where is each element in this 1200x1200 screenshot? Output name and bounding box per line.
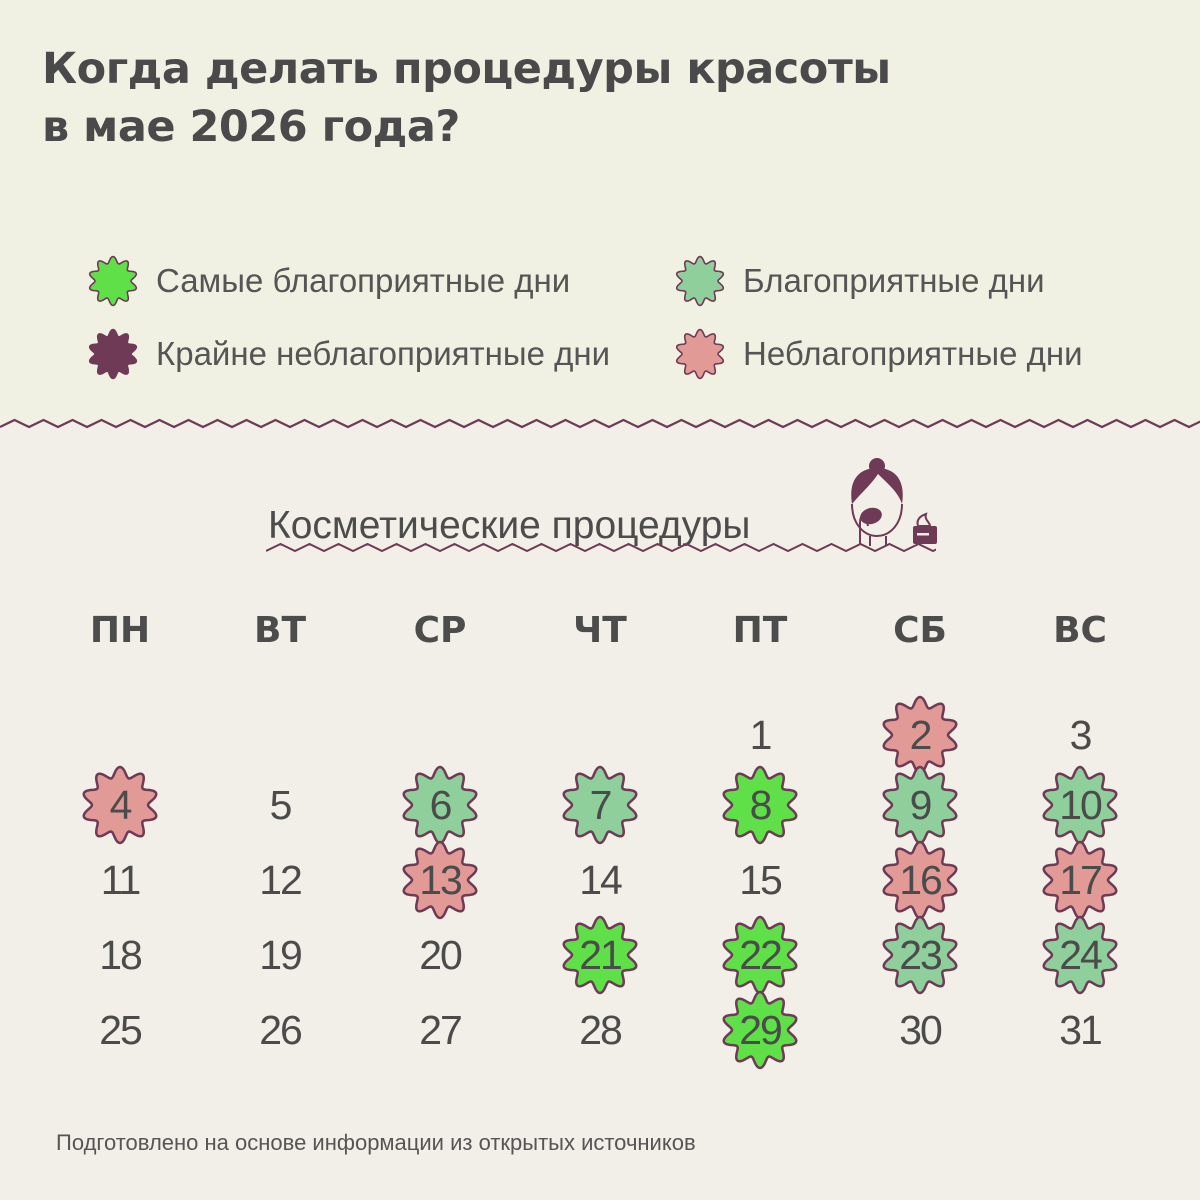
legend-item-favorable: Благоприятные дни [673,254,1045,308]
weekday-fri: ПТ [732,610,788,651]
day-number: 22 [739,931,783,978]
flower-badge-icon [675,255,725,307]
calendar-day-10: 10 [1038,763,1122,847]
legend-label: Самые благоприятные дни [156,262,571,299]
header-panel [0,0,1200,424]
flower-badge-icon [88,328,138,380]
zigzag-divider [0,418,1200,429]
day-number: 16 [899,856,943,903]
calendar-day-26: 26 [238,988,322,1072]
legend-label: Крайне неблагоприятные дни [156,335,611,372]
calendar-day-8: 8 [718,763,802,847]
calendar-day-3: 3 [1038,693,1122,777]
legend-item-unfavorable: Неблагоприятные дни [673,327,1083,381]
day-number: 24 [1059,931,1103,978]
calendar-day-27: 27 [398,988,482,1072]
calendar-day-15: 15 [718,838,802,922]
day-number: 26 [259,1006,303,1053]
calendar-day-23: 23 [878,913,962,997]
flower-badge-icon [722,990,798,1070]
day-number: 27 [419,1006,463,1053]
day-number: 9 [909,781,933,828]
day-number: 11 [100,856,142,903]
calendar-day-4: 4 [78,763,162,847]
title-line-2: в мае 2026 года? [42,102,460,152]
day-number: 1 [749,711,773,758]
woman-skincare-icon [851,458,937,546]
day-number: 28 [579,1006,623,1053]
calendar-day-6: 6 [398,763,482,847]
calendar-day-18: 18 [78,913,162,997]
day-number: 23 [899,931,943,978]
calendar-day-1: 1 [718,693,802,777]
source-note: Подготовлено на основе информации из отк… [56,1130,696,1155]
legend-label: Неблагоприятные дни [743,335,1083,372]
page-title: Когда делать процедуры красоты в мае 202… [42,40,891,156]
weekday-thu: ЧТ [573,610,627,651]
section-title: Косметические процедуры [268,504,751,547]
calendar-day-31: 31 [1038,988,1122,1072]
weekday-wed: СР [413,610,467,651]
day-number: 17 [1059,856,1103,903]
legend-label: Благоприятные дни [743,262,1045,299]
day-number: 15 [739,856,783,903]
section-underline-zigzag [266,542,936,553]
day-number: 21 [579,931,623,978]
day-number: 6 [429,781,453,828]
flower-badge-icon [402,840,478,920]
day-number: 2 [909,711,933,758]
calendar-day-25: 25 [78,988,162,1072]
calendar-day-24: 24 [1038,913,1122,997]
weekday-tue: ВТ [254,610,306,651]
weekday-sun: ВС [1053,610,1107,651]
flower-badge-icon [1042,915,1118,995]
day-number: 25 [99,1006,143,1053]
title-line-1: Когда делать процедуры красоты [42,44,891,94]
flower-badge-icon [882,915,958,995]
calendar-day-21: 21 [558,913,642,997]
day-number: 29 [739,1006,783,1053]
calendar-day-20: 20 [398,913,482,997]
day-number: 5 [269,781,293,828]
legend-item-most-favorable: Самые благоприятные дни [86,254,570,308]
calendar-day-22: 22 [718,913,802,997]
day-number: 4 [109,781,133,828]
calendar-day-11: 11 [78,838,162,922]
flower-badge-icon [562,765,638,845]
calendar-day-13: 13 [398,838,482,922]
day-number: 3 [1069,711,1093,758]
flower-badge-icon [675,328,725,380]
day-number: 12 [259,856,303,903]
calendar-day-14: 14 [558,838,642,922]
flower-badge-icon [722,765,798,845]
legend-item-extremely-unfavorable: Крайне неблагоприятные дни [86,327,610,381]
day-number: 20 [419,931,463,978]
calendar-day-12: 12 [238,838,322,922]
calendar-day-29: 29 [718,988,802,1072]
day-number: 14 [579,856,623,903]
calendar-day-9: 9 [878,763,962,847]
flower-badge-icon [562,915,638,995]
weekday-mon: ПН [89,610,151,651]
day-number: 31 [1059,1006,1103,1053]
calendar-day-7: 7 [558,763,642,847]
day-number: 7 [589,781,613,828]
calendar-day-5: 5 [238,763,322,847]
calendar-day-19: 19 [238,913,322,997]
calendar-day-30: 30 [878,988,962,1072]
calendar-day-2: 2 [878,693,962,777]
day-number: 19 [259,931,303,978]
day-number: 13 [419,856,463,903]
calendar-day-28: 28 [558,988,642,1072]
flower-badge-icon [88,255,138,307]
calendar-day-16: 16 [878,838,962,922]
flower-badge-icon [82,765,158,845]
day-number: 18 [99,931,143,978]
weekday-sat: СБ [893,610,947,651]
day-number: 30 [899,1006,943,1053]
calendar-day-17: 17 [1038,838,1122,922]
day-number: 10 [1059,781,1103,828]
day-number: 8 [749,781,773,828]
